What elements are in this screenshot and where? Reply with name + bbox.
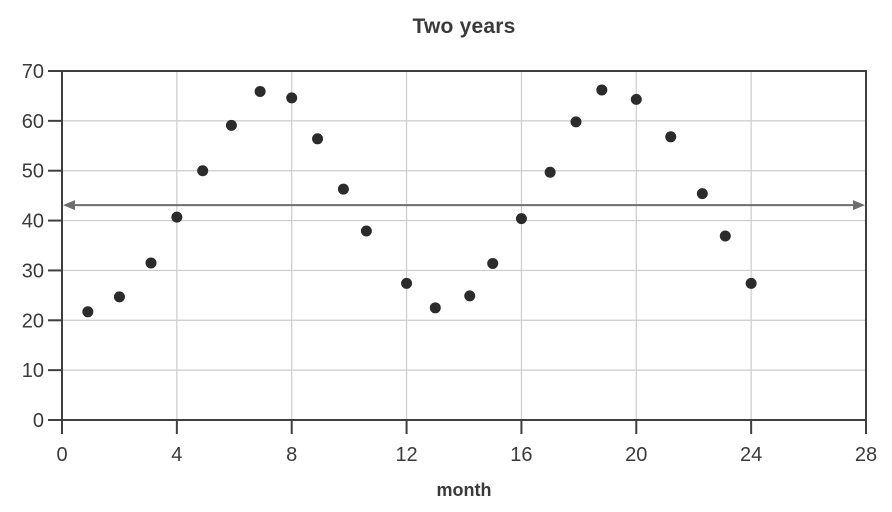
data-point [596,84,608,96]
x-tick-label: 4 [171,444,182,466]
data-point [401,277,413,289]
x-tick-label: 24 [740,444,762,466]
data-point [171,211,183,223]
x-tick-label: 16 [510,444,532,466]
x-tick-label: 28 [855,444,877,466]
data-point [286,92,298,104]
y-tick-label: 50 [22,161,44,183]
data-point [82,306,94,318]
y-tick-label: 30 [22,260,44,282]
data-point [570,116,582,128]
y-tick-label: 0 [33,410,44,432]
mean-arrow-head-left [63,200,75,211]
data-point [487,257,499,269]
data-point [719,230,731,242]
y-tick-label: 10 [22,360,44,382]
data-point [696,188,708,200]
data-point [745,277,757,289]
y-tick-label: 60 [22,111,44,133]
data-point [515,213,527,225]
y-tick-label: 20 [22,310,44,332]
chart-title: Two years [412,15,516,38]
data-point [630,93,642,105]
data-point [312,133,324,145]
data-point [665,131,677,143]
x-tick-label: 0 [56,444,67,466]
x-axis-label: month [436,480,492,500]
data-point [360,225,372,237]
data-point [197,165,209,177]
y-tick-label: 70 [22,61,44,83]
data-point [337,183,349,195]
data-point [429,302,441,314]
data-point [113,291,125,303]
x-tick-label: 12 [395,444,417,466]
data-point [464,290,476,302]
mean-arrow-head-right [853,200,865,211]
data-point [254,85,266,97]
x-tick-label: 8 [286,444,297,466]
data-point [225,119,237,131]
y-tick-label: 40 [22,211,44,233]
plot-frame [61,70,867,421]
data-point [145,257,157,269]
x-tick-label: 20 [625,444,647,466]
data-point [544,166,556,178]
